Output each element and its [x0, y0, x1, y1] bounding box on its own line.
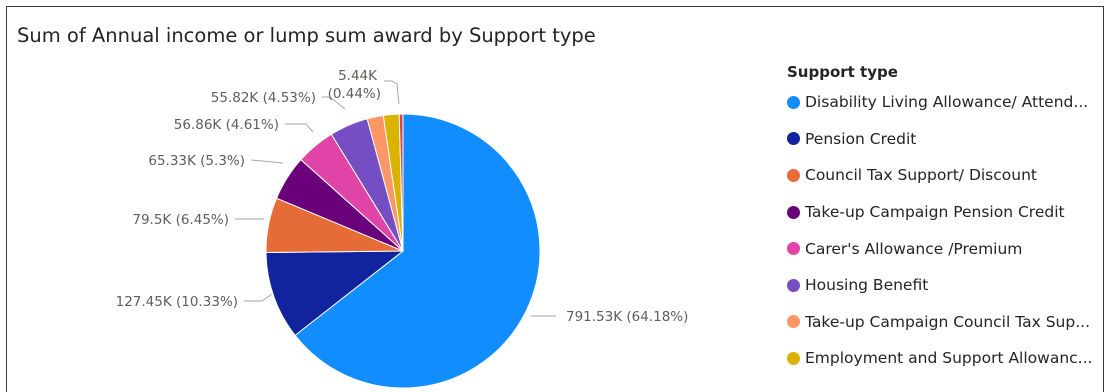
data-label-5: 56.86K (4.61%) [174, 117, 279, 133]
legend-label: Take-up Campaign Council Tax Sup... [805, 313, 1090, 331]
legend-label: Council Tax Support/ Discount [805, 166, 1037, 184]
legend-marker-icon [787, 315, 800, 328]
legend-marker-icon [787, 96, 800, 109]
data-label-4: 65.33K (5.3%) [148, 153, 245, 169]
legend-marker-icon [787, 279, 800, 292]
leader-line-9 [384, 81, 399, 104]
leader-line-2 [244, 294, 272, 301]
legend-item-6[interactable]: Housing Benefit [787, 267, 1107, 304]
legend-label: Housing Benefit [805, 276, 928, 294]
data-label-2: 127.45K (10.33%) [116, 294, 238, 310]
legend-title: Support type [787, 60, 1107, 84]
legend-item-5[interactable]: Carer's Allowance /Premium [787, 230, 1107, 267]
legend-marker-icon [787, 132, 800, 145]
legend-label: Disability Living Allowance/ Attend... [805, 93, 1088, 111]
legend-item-2[interactable]: Pension Credit [787, 121, 1107, 158]
legend-label: Take-up Campaign Pension Credit [805, 203, 1065, 221]
legend-label: Carer's Allowance /Premium [805, 240, 1022, 258]
legend-item-3[interactable]: Council Tax Support/ Discount [787, 157, 1107, 194]
legend-label: Employment and Support Allowanc... [805, 349, 1092, 367]
legend-item-7[interactable]: Take-up Campaign Council Tax Sup... [787, 304, 1107, 341]
leader-line-4 [251, 160, 283, 163]
legend-item-4[interactable]: Take-up Campaign Pension Credit [787, 194, 1107, 231]
legend-label: Pension Credit [805, 130, 916, 148]
leader-line-5 [285, 124, 313, 132]
legend-marker-icon [787, 352, 800, 365]
data-label-3: 79.5K (6.45%) [132, 212, 229, 228]
legend-marker-icon [787, 206, 800, 219]
legend-marker-icon [787, 242, 800, 255]
data-label-6: 55.82K (4.53%) [211, 90, 316, 106]
legend-marker-icon [787, 169, 800, 182]
legend-item-8[interactable]: Employment and Support Allowanc... [787, 340, 1107, 377]
data-label-9: 5.44K (0.44%) [328, 68, 381, 102]
legend-item-1[interactable]: Disability Living Allowance/ Attend... [787, 84, 1107, 121]
data-label-1: 791.53K (64.18%) [566, 309, 688, 325]
legend: Support type Disability Living Allowance… [787, 60, 1107, 377]
